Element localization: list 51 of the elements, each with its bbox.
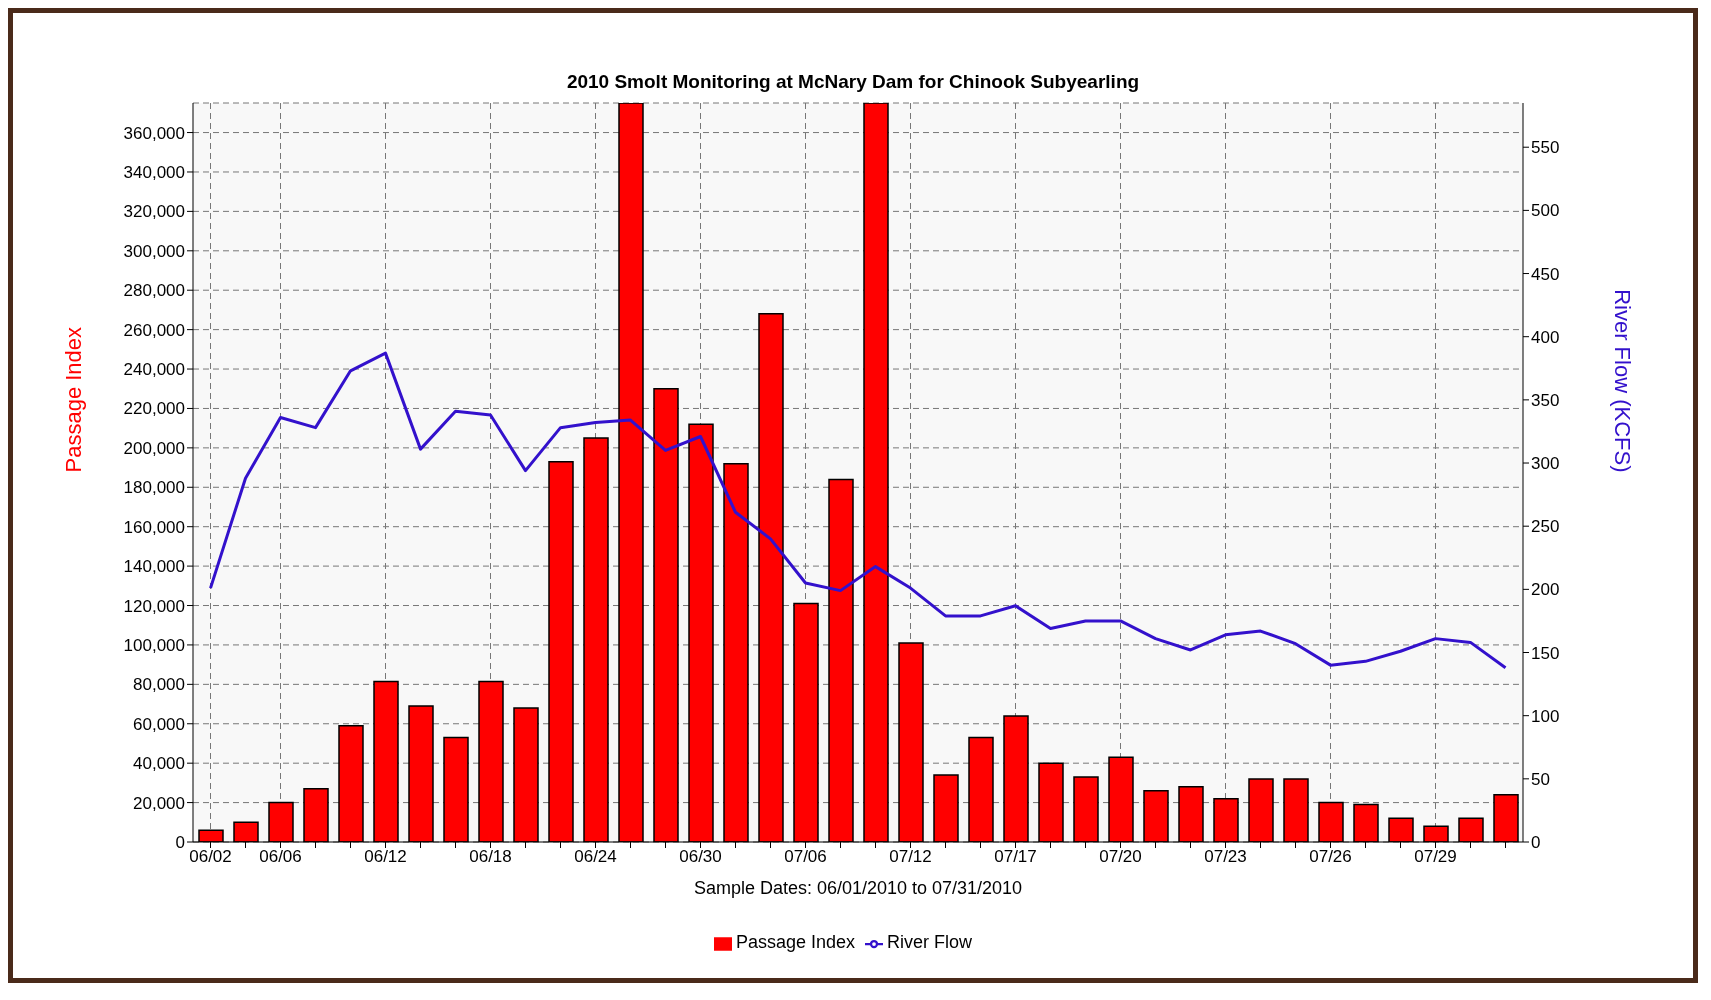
chart-title: 2010 Smolt Monitoring at McNary Dam for Chinook Subyearling [565,71,1141,93]
y-tick-label: 260,000 [123,320,185,340]
y2-tick-label: 450 [1531,264,1560,284]
x-tick-label: 07/12 [889,847,932,867]
y-tick-label: 320,000 [123,202,185,222]
y-tick-label: 0 [175,833,185,853]
x-tick-label: 07/06 [784,847,827,867]
y2-tick-label: 150 [1531,643,1560,663]
y-tick-label: 20,000 [133,793,185,813]
y2-tick-label: 0 [1531,833,1541,853]
y2-tick-label: 350 [1531,390,1560,410]
legend-label: Passage Index [735,932,856,952]
y2-tick-label: 400 [1531,327,1560,347]
y2-tick-label: 200 [1531,580,1560,600]
y-tick-label: 120,000 [123,596,185,616]
y2-tick-label: 250 [1531,517,1560,537]
x-tick-label: 07/17 [994,847,1037,867]
x-tick-label: 06/02 [189,847,232,867]
line-series [209,351,1507,670]
y2-axis-title: River Flow (KCFS) [1610,289,1636,473]
y2-tick-label: 100 [1531,706,1560,726]
y-tick-label: 60,000 [133,714,185,734]
y-axis-title: Passage Index [60,326,86,473]
y-tick-label: 280,000 [123,281,185,301]
y-tick-label: 240,000 [123,360,185,380]
y-tick-label: 200,000 [123,438,185,458]
y-tick-label: 40,000 [133,754,185,774]
y2-tick-label: 500 [1531,201,1560,221]
y-tick-label: 100,000 [123,635,185,655]
x-tick-label: 06/30 [679,847,722,867]
y2-tick-label: 300 [1531,454,1560,474]
y-tick-label: 80,000 [133,675,185,695]
x-tick-label: 07/23 [1204,847,1247,867]
y2-tick-label: 550 [1531,138,1560,158]
x-axis-title: Sample Dates: 06/01/2010 to 07/31/2010 [693,878,1023,898]
x-tick-label: 07/29 [1414,847,1457,867]
y-tick-label: 300,000 [123,241,185,261]
y-tick-label: 340,000 [123,163,185,183]
x-tick-label: 07/26 [1309,847,1352,867]
y-tick-label: 140,000 [123,557,185,577]
y-tick-label: 220,000 [123,399,185,419]
x-tick-label: 06/18 [469,847,512,867]
x-tick-label: 06/06 [259,847,302,867]
legend-label: River Flow [887,932,973,952]
y-tick-label: 360,000 [123,123,185,143]
x-tick-label: 07/20 [1099,847,1142,867]
y-tick-label: 180,000 [123,478,185,498]
x-tick-label: 06/24 [574,847,617,867]
y2-tick-label: 50 [1531,769,1550,789]
y-tick-label: 160,000 [123,517,185,537]
x-tick-label: 06/12 [364,847,407,867]
